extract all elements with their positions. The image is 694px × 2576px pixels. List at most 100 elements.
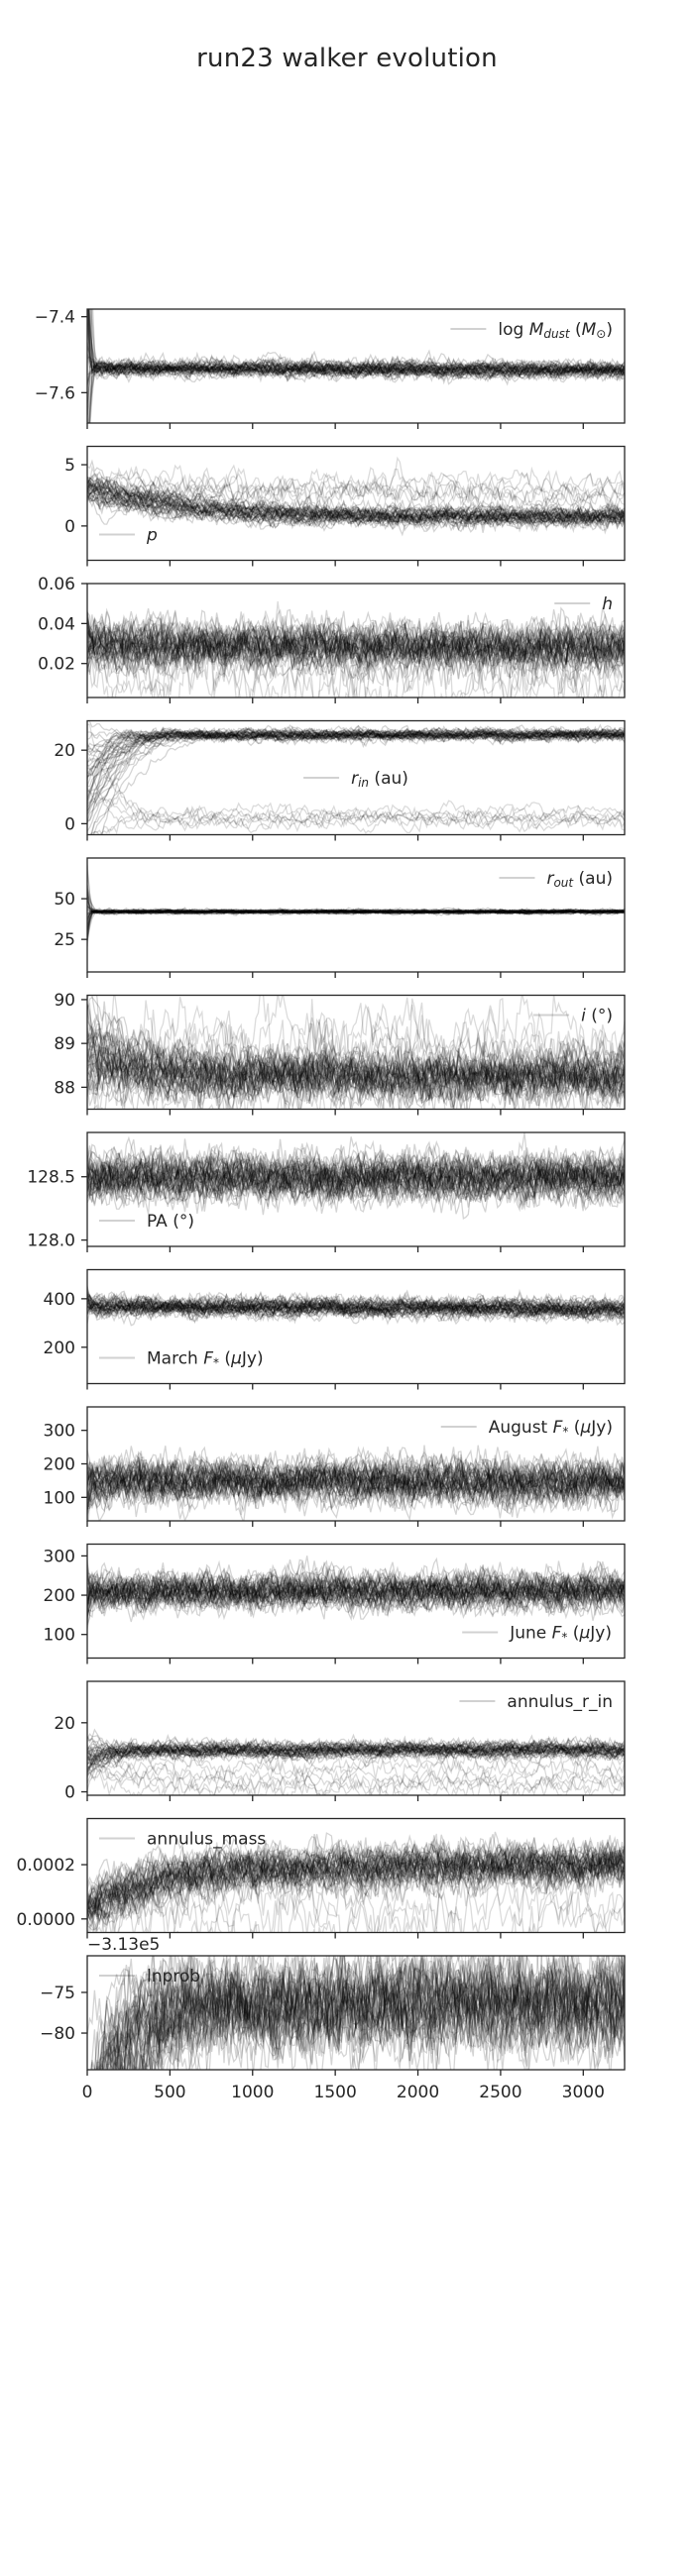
y-tick-label: −7.6: [35, 383, 75, 403]
walker-trace: [89, 358, 625, 423]
walker-trace: [109, 1956, 625, 2070]
walker-trace: [87, 1142, 625, 1204]
legend: h: [554, 594, 613, 614]
walker-trace: [87, 1299, 625, 1326]
walker-trace: [87, 1050, 625, 1109]
walker-trace: [87, 908, 625, 932]
walker-trace: [87, 620, 625, 673]
panel-march_f: 400 200 March F* (μJy): [44, 1268, 626, 1390]
walker-trace: [87, 908, 625, 921]
walker-trace: [87, 1149, 625, 1211]
walker-trace: [87, 1571, 625, 1620]
walker-trace: [87, 360, 625, 423]
walker-trace: [87, 361, 625, 385]
walker-trace: [87, 1570, 625, 1616]
walker-trace: [87, 1042, 625, 1107]
walker-trace: [90, 1957, 625, 2070]
walker-trace: [87, 727, 625, 778]
panel-august_f: 300 200 100 August F* (μJy): [44, 1406, 626, 1527]
walker-trace: [87, 724, 625, 793]
walker-trace: [110, 1956, 625, 2070]
walker-trace: [87, 1564, 625, 1617]
walker-trace: [97, 1956, 625, 2070]
walker-trace: [87, 997, 625, 1093]
walker-trace: [87, 1449, 625, 1515]
walker-trace: [96, 1956, 625, 2070]
walker-trace: [87, 1457, 625, 1514]
walker-traces: [87, 1285, 625, 1327]
walker-trace: [87, 321, 625, 383]
walker-trace: [87, 1837, 625, 1933]
walker-trace: [87, 481, 625, 533]
walker-traces: [87, 1556, 625, 1630]
axes-frame: [86, 1955, 626, 2071]
walker-trace: [87, 479, 625, 530]
walker-trace: [87, 309, 625, 381]
y-tick-label: 0.06: [38, 575, 75, 594]
walker-trace: [87, 1737, 625, 1766]
walker-trace: [87, 1293, 625, 1323]
walker-trace: [110, 1956, 625, 2070]
panel-log_mdust: −7.4 −7.6 log Mdust (M⊙): [35, 308, 626, 429]
walker-trace: [87, 1873, 625, 1933]
walker-trace: [87, 1842, 625, 1921]
walker-trace: [87, 309, 625, 380]
walker-trace: [87, 1956, 625, 2065]
legend-label: lnprob: [147, 1967, 200, 1986]
walker-trace: [87, 1144, 625, 1211]
walker-trace: [87, 1733, 625, 1762]
legend: annulus_r_in: [459, 1692, 613, 1712]
walker-trace: [87, 1559, 625, 1614]
x-tick-label: 500: [154, 2083, 185, 2102]
walker-trace: [87, 1045, 625, 1107]
walker-trace: [87, 1566, 625, 1612]
walker-trace: [87, 1036, 625, 1105]
walker-trace: [87, 1028, 625, 1094]
walker-trace: [87, 486, 625, 530]
y-tick-label: 0.04: [38, 614, 75, 634]
walker-trace: [87, 908, 625, 939]
walker-trace: [87, 1835, 625, 1909]
walker-trace: [87, 1739, 625, 1761]
walker-trace: [99, 1956, 625, 2070]
walker-trace: [87, 909, 625, 947]
walker-trace: [87, 609, 625, 684]
walker-trace: [87, 1144, 625, 1212]
y-tick-label: 50: [54, 890, 75, 910]
y-tick-label: 20: [54, 741, 75, 761]
panel-lnprob: −75 −80 0 500 1000 1500 2000 2500 3000 −3.13e5 lnp…: [40, 1935, 626, 2102]
legend: rout (au): [499, 869, 613, 890]
walker-trace: [87, 1563, 625, 1616]
walker-trace: [87, 1445, 625, 1513]
axes-frame: [86, 445, 626, 562]
walker-trace: [87, 729, 625, 811]
walker-trace: [87, 1449, 625, 1519]
walker-trace: [87, 483, 625, 528]
walker-trace: [87, 1570, 625, 1619]
walker-trace: [87, 1292, 625, 1322]
walker-trace: [87, 1573, 625, 1620]
walker-trace: [90, 309, 625, 381]
walker-trace: [87, 727, 625, 763]
panel-r_in: 20 0 rin (au): [54, 719, 626, 841]
walker-trace: [87, 1567, 625, 1613]
walker-trace: [87, 1560, 625, 1613]
legend-label: March F* (μJy): [147, 1349, 264, 1370]
legend: i (°): [533, 1007, 613, 1026]
walker-trace: [87, 908, 625, 914]
walker-trace: [87, 634, 625, 687]
walker-trace: [87, 1449, 625, 1508]
legend: PA (°): [99, 1212, 194, 1232]
walker-trace: [87, 1291, 625, 1318]
walker-trace: [87, 614, 625, 679]
walker-trace: [87, 1294, 625, 1327]
walker-trace: [87, 1298, 625, 1323]
walker-trace: [87, 606, 625, 675]
walker-trace: [87, 1040, 625, 1107]
x-tick-label: 1500: [314, 2083, 357, 2102]
walker-trace: [87, 1026, 625, 1109]
walker-trace: [87, 1153, 625, 1209]
walker-trace: [87, 1743, 625, 1784]
walker-trace: [87, 489, 625, 528]
walker-trace: [89, 1880, 625, 1933]
